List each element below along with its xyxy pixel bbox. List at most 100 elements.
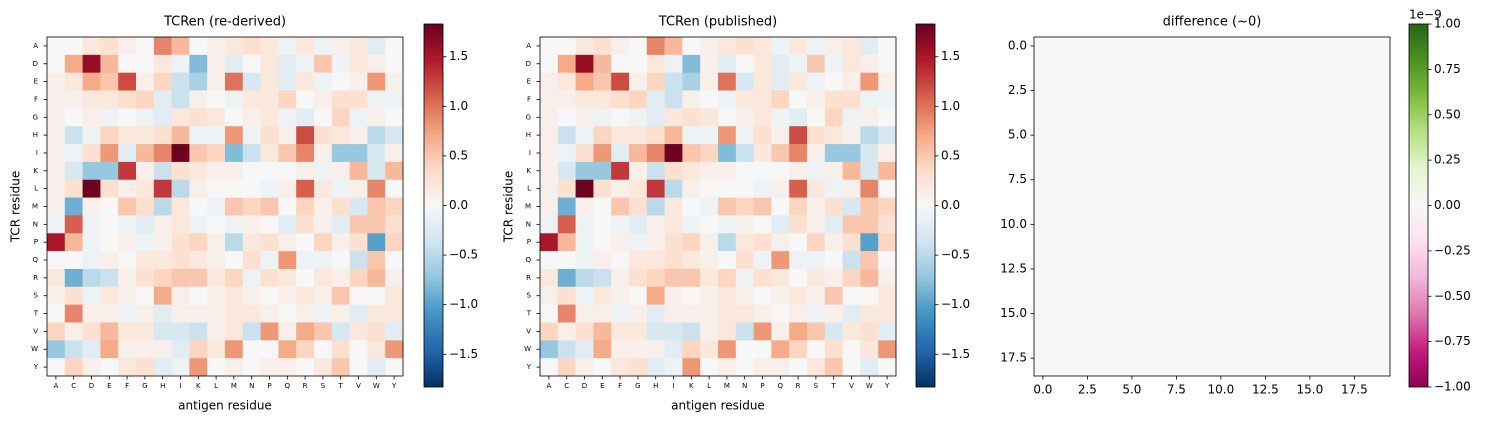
heatmap-cell xyxy=(557,286,576,305)
heatmap-cell xyxy=(207,268,226,288)
heatmap-cell xyxy=(789,268,808,288)
heatmap-cell xyxy=(1212,215,1231,234)
heatmap-cell xyxy=(1176,340,1195,359)
heatmap-cell xyxy=(278,90,297,109)
heatmap-cell xyxy=(682,72,701,91)
heatmap-cell xyxy=(718,72,737,91)
heatmap-cell xyxy=(1212,37,1231,56)
heatmap-cell xyxy=(1176,37,1195,56)
heatmap-cell xyxy=(807,215,826,234)
heatmap-cell xyxy=(1140,37,1159,56)
heatmap-cell xyxy=(100,197,119,216)
y-tick-label: W xyxy=(31,345,38,353)
heatmap-cell xyxy=(753,144,772,163)
heatmap-cell xyxy=(296,90,315,109)
heatmap-cell xyxy=(1265,144,1284,163)
heatmap-cell xyxy=(611,197,630,216)
heatmap-cell xyxy=(1105,251,1124,270)
x-tick-label: F xyxy=(125,382,129,390)
heatmap-cell xyxy=(171,108,190,127)
heatmap-cell xyxy=(260,304,279,323)
heatmap-cell xyxy=(682,90,701,109)
heatmap-cell xyxy=(1105,37,1124,56)
heatmap-cell xyxy=(82,268,101,288)
heatmap-cell xyxy=(82,358,101,377)
heatmap-cell xyxy=(789,144,808,163)
heatmap-cell xyxy=(1034,37,1053,56)
heatmap-cell xyxy=(296,233,315,252)
heatmap-cell xyxy=(349,144,368,163)
heatmap-cell xyxy=(807,37,826,56)
heatmap-cell xyxy=(100,72,119,91)
heatmap-cell xyxy=(314,197,333,216)
heatmap-cell xyxy=(1247,251,1266,270)
heatmap-cell xyxy=(1336,37,1355,56)
heatmap-cell xyxy=(64,268,83,288)
heatmap-cell xyxy=(314,286,333,305)
heatmap-cell xyxy=(1372,72,1391,91)
heatmap-cell xyxy=(629,90,648,109)
x-tick-label: G xyxy=(635,382,640,390)
heatmap-cell xyxy=(349,197,368,216)
heatmap-cell xyxy=(646,90,665,109)
heatmap-cell xyxy=(100,90,119,109)
heatmap-cell xyxy=(136,90,155,109)
heatmap-cell xyxy=(1051,197,1070,216)
x-tick-label: 17.5 xyxy=(1341,383,1368,397)
heatmap-cell xyxy=(1301,322,1320,341)
heatmap-cell xyxy=(385,304,404,323)
heatmap-cell xyxy=(735,197,754,216)
heatmap-cell xyxy=(1123,37,1142,56)
y-tick-label: L xyxy=(527,185,531,193)
heatmap-cell xyxy=(153,286,172,305)
heatmap-cell xyxy=(1194,161,1213,181)
heatmap-cell xyxy=(1069,197,1088,216)
heatmap-cell xyxy=(878,286,897,305)
heatmap-cell xyxy=(593,304,612,323)
heatmap-cell xyxy=(1194,304,1213,323)
heatmap-cell xyxy=(100,322,119,341)
heatmap-cell xyxy=(1354,304,1373,323)
heatmap-cell xyxy=(1229,72,1248,91)
heatmap-cell xyxy=(1212,304,1231,323)
x-tick-label: G xyxy=(142,382,147,390)
heatmap-cell xyxy=(1372,126,1391,145)
heatmap-cell xyxy=(1194,90,1213,109)
heatmap-cell xyxy=(1087,144,1106,163)
heatmap-cell xyxy=(314,215,333,234)
heatmap-cell xyxy=(629,161,648,181)
heatmap-cell xyxy=(1087,358,1106,377)
heatmap-cell xyxy=(296,197,315,216)
heatmap-cell xyxy=(593,322,612,341)
heatmap-cell xyxy=(1283,322,1302,341)
y-tick-label: F xyxy=(527,95,531,103)
heatmap-cell xyxy=(242,197,261,216)
heatmap-cell xyxy=(824,144,843,163)
heatmap-cell xyxy=(314,108,333,127)
heatmap-cell xyxy=(385,286,404,305)
heatmap-cell xyxy=(1283,268,1302,288)
heatmap-cell xyxy=(1247,144,1266,163)
heatmap-cell xyxy=(171,251,190,270)
heatmap-cell xyxy=(1229,358,1248,377)
heatmap-cell xyxy=(207,179,226,198)
heatmap-cell xyxy=(1229,322,1248,341)
heatmap-cell xyxy=(842,286,861,305)
heatmap-cell xyxy=(260,161,279,181)
x-tick-label: K xyxy=(689,382,694,390)
colorbar-tick-label: −1.5 xyxy=(941,347,970,361)
heatmap-cell xyxy=(64,304,83,323)
colorbar-tick-label: 0.00 xyxy=(1434,198,1461,212)
heatmap-cell xyxy=(807,233,826,252)
heatmap-cell xyxy=(1140,358,1159,377)
heatmap-cell xyxy=(1229,126,1248,145)
colorbar-tick-label: −0.5 xyxy=(941,248,970,262)
heatmap-cell xyxy=(82,251,101,270)
heatmap-cell xyxy=(1105,268,1124,288)
heatmap-cell xyxy=(1212,268,1231,288)
heatmap-cell xyxy=(1194,179,1213,198)
heatmap-cell xyxy=(575,37,594,56)
heatmap-cell xyxy=(1194,108,1213,127)
heatmap-cell xyxy=(789,286,808,305)
heatmap-cell xyxy=(1051,286,1070,305)
